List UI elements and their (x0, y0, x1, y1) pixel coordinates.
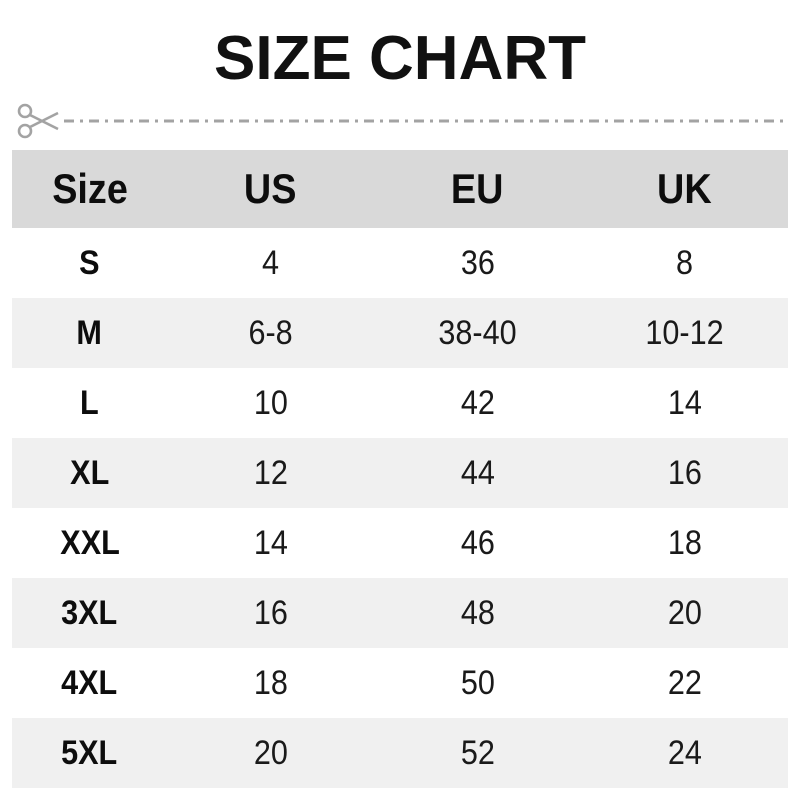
cut-dash-line (64, 119, 784, 123)
us-value: 18 (253, 663, 288, 702)
table-row-l: L 10 42 14 (12, 368, 788, 438)
eu-value: 52 (460, 733, 495, 772)
eu-value: 38-40 (438, 313, 517, 352)
uk-value: 14 (667, 383, 702, 422)
cut-line (16, 98, 784, 144)
us-value: 4 (262, 243, 280, 282)
size-chart-page: SIZE CHART Size US EU UK S 4 (0, 28, 800, 800)
uk-value: 22 (667, 663, 702, 702)
table-row-xl: XL 12 44 16 (12, 438, 788, 508)
uk-value: 8 (675, 243, 694, 282)
table-row-5xl: 5XL 20 52 24 (12, 718, 788, 788)
us-value: 20 (253, 733, 288, 772)
size-label: 3XL (61, 593, 118, 632)
size-label: S (79, 243, 100, 282)
table-row-m: M 6-8 38-40 10-12 (12, 298, 788, 368)
uk-value: 10-12 (645, 313, 724, 352)
eu-value: 48 (460, 593, 495, 632)
table-header-row: Size US EU UK (12, 150, 788, 228)
table-row-4xl: 4XL 18 50 22 (12, 648, 788, 718)
uk-value: 20 (667, 593, 702, 632)
uk-value: 18 (667, 523, 702, 562)
us-value: 6-8 (248, 313, 293, 352)
eu-value: 44 (460, 453, 495, 492)
eu-value: 36 (460, 243, 495, 282)
table-row-s: S 4 36 8 (12, 228, 788, 298)
eu-value: 46 (460, 523, 495, 562)
us-value: 10 (253, 383, 288, 422)
scissors-icon (17, 103, 59, 139)
size-label: XXL (59, 523, 120, 562)
size-label: 5XL (61, 733, 118, 772)
table-row-3xl: 3XL 16 48 20 (12, 578, 788, 648)
uk-value: 24 (667, 733, 702, 772)
size-label: M (76, 313, 103, 352)
size-label: 4XL (61, 663, 118, 702)
size-label: XL (70, 453, 110, 492)
column-header-uk: UK (581, 150, 788, 228)
size-table: Size US EU UK S 4 36 8 M 6-8 38-40 10-12… (12, 150, 788, 788)
column-header-eu: EU (374, 150, 582, 228)
column-header-us: US (167, 150, 375, 228)
uk-value: 16 (667, 453, 702, 492)
page-title: SIZE CHART (214, 24, 586, 93)
column-header-size: Size (12, 150, 168, 228)
us-value: 14 (253, 523, 288, 562)
eu-value: 50 (460, 663, 495, 702)
table-row-xxl: XXL 14 46 18 (12, 508, 788, 578)
us-value: 12 (253, 453, 288, 492)
us-value: 16 (253, 593, 288, 632)
eu-value: 42 (460, 383, 495, 422)
size-label: L (80, 383, 99, 422)
